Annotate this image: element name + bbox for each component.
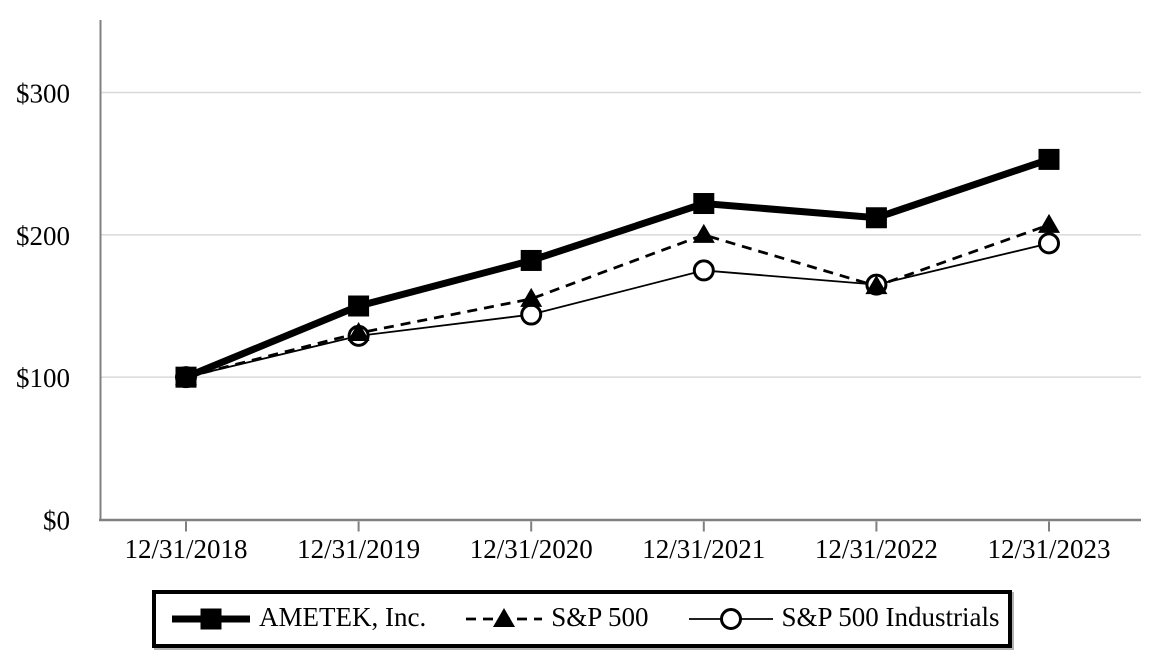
marker-open-circle: [520, 303, 543, 326]
legend-item-sp500: S&P 500: [466, 602, 649, 634]
y-axis-label: $200: [16, 221, 70, 251]
y-axis-label: $0: [43, 506, 70, 536]
line-chart-plot-area: $0 $100 $200 $300 12/31/2018 12/31/2019 12/31/…: [16, 20, 1141, 564]
marker-filled-square: [348, 295, 370, 317]
marker-filled-triangle: [520, 287, 543, 307]
marker-filled-triangle: [1038, 213, 1060, 233]
marker-open-circle: [692, 259, 715, 282]
x-axis-label: 12/31/2023: [987, 534, 1110, 564]
x-axis-label: 12/31/2020: [470, 534, 593, 564]
marker-filled-triangle: [347, 322, 370, 342]
legend-sample-thick-line-square-icon: [172, 608, 250, 630]
marker-filled-triangle: [865, 275, 888, 295]
legend-sample-thin-line-circle-icon: [688, 608, 773, 630]
marker-filled-square: [520, 249, 542, 271]
marker-open-circle: [1038, 232, 1060, 255]
marker-filled-square: [175, 366, 197, 388]
marker-filled-triangle: [692, 223, 715, 243]
y-axis-label: $100: [16, 363, 70, 393]
series-line-s-p-500-industrials: [185, 242, 1050, 379]
marker-filled-square: [693, 193, 715, 215]
x-axis-label: 12/31/2021: [642, 534, 765, 564]
legend-label-sp500-industrials: S&P 500 Industrials: [781, 602, 1000, 632]
x-axis-label: 12/31/2018: [124, 534, 247, 564]
marker-filled-square: [1038, 148, 1060, 170]
legend-item-ametek: AMETEK, Inc.: [172, 604, 426, 634]
legend-label-sp500: S&P 500: [551, 602, 649, 632]
legend-sample-dashed-line-triangle-icon: [466, 608, 543, 627]
legend-label-ametek: AMETEK, Inc.: [259, 602, 427, 632]
chart-legend: AMETEK, Inc. S&P 500 S&P 500 Industrials: [152, 590, 1012, 648]
legend-item-sp500-industrials: S&P 500 Industrials: [688, 602, 1000, 634]
x-axis-label: 12/31/2019: [297, 534, 420, 564]
series-line-s-p-500: [185, 223, 1050, 379]
marker-filled-square: [865, 207, 887, 229]
y-axis-label: $300: [16, 79, 70, 109]
series-line-ametek-inc-: [184, 156, 1051, 381]
x-axis-label: 12/31/2022: [815, 534, 938, 564]
